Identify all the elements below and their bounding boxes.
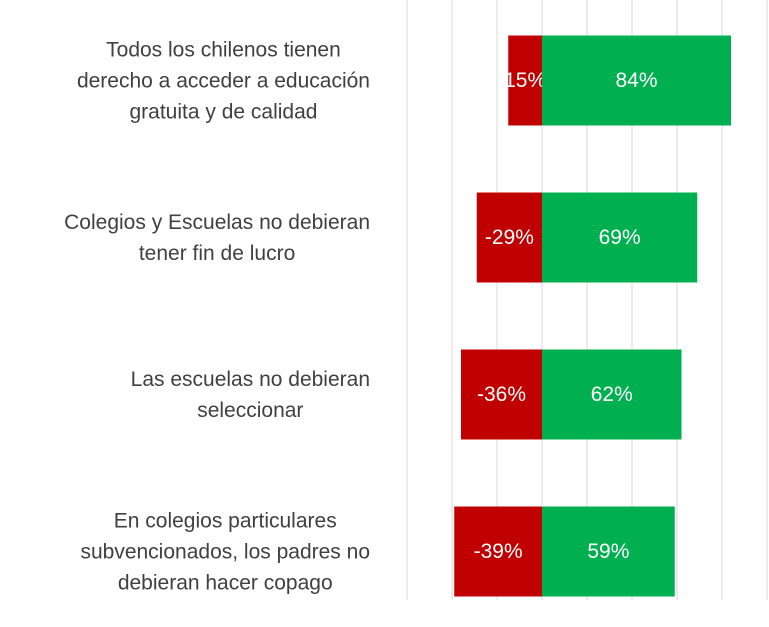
bar — [508, 35, 542, 126]
data-label: -29% — [485, 226, 534, 249]
category-label: Colegios y Escuelas no debieran tener fi… — [64, 210, 370, 265]
category-label: Las escuelas no debieran seleccionar — [130, 367, 370, 422]
bar — [454, 506, 542, 597]
category-label: Todos los chilenos tienen derecho a acce… — [76, 38, 370, 123]
data-label: -36% — [477, 383, 526, 406]
bar — [542, 192, 698, 283]
data-label: 84% — [615, 69, 657, 92]
data-label: 62% — [591, 383, 633, 406]
bar — [461, 349, 542, 440]
bar — [542, 349, 682, 440]
data-label: -39% — [474, 540, 523, 563]
data-label: 59% — [587, 540, 629, 563]
bar — [476, 192, 542, 283]
bar — [542, 506, 675, 597]
bar — [542, 35, 731, 126]
data-label: 15% — [504, 69, 546, 92]
category-label: En colegios particulares subvencionados,… — [80, 509, 370, 594]
data-label: 69% — [599, 226, 641, 249]
